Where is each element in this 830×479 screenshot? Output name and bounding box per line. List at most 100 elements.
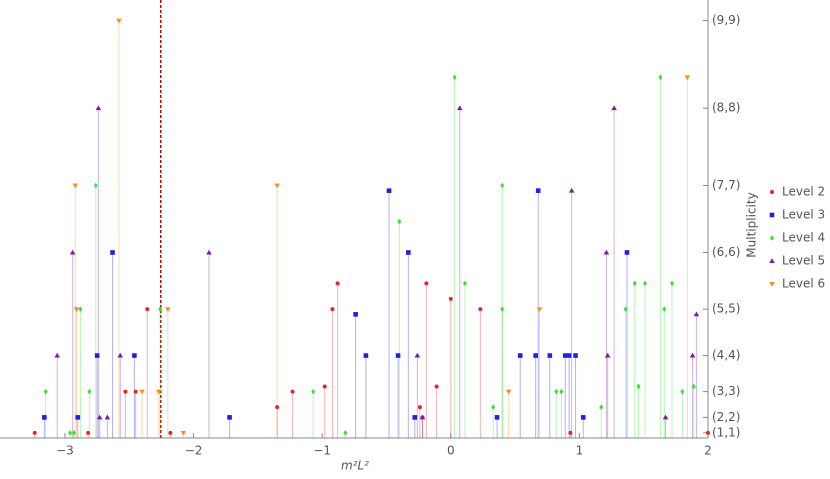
marker [500,182,505,189]
legend-marker [769,258,775,263]
marker [386,188,392,193]
marker [662,414,669,420]
marker [139,389,145,395]
marker [71,430,76,436]
marker [397,218,402,225]
marker [611,105,617,111]
marker [311,388,316,395]
marker [500,306,505,312]
marker [274,183,280,189]
marker [78,306,83,312]
marker [343,430,348,436]
legend-marker [770,190,774,194]
x-axis-label: m²L² [341,459,369,473]
legend-marker [769,212,775,218]
marker [684,75,691,81]
marker [42,415,47,420]
y-tick-label: (3,3) [712,384,740,398]
marker [706,430,710,435]
y-tick-label: (5,5) [712,302,740,316]
marker [158,306,163,312]
marker [494,415,500,420]
marker [559,388,564,395]
marker [412,415,418,420]
marker [456,105,463,111]
marker [693,311,700,317]
legend-marker [769,282,775,287]
marker [54,352,61,358]
marker [86,430,91,435]
legend-label: Level 4 [782,231,825,245]
marker [335,281,340,286]
marker [165,307,171,312]
marker [623,306,628,312]
marker [133,389,138,394]
marker [104,414,111,420]
marker [691,383,696,390]
y-axis-label: Multiplicity [745,192,759,257]
legend-marker [770,235,774,241]
y-tick-label: (1,1) [712,425,740,439]
marker [491,404,496,410]
marker [322,384,327,389]
legend-label: Level 2 [782,185,825,199]
marker [72,183,79,189]
marker [636,383,641,390]
marker [123,389,128,394]
marker [330,307,335,312]
marker [662,306,667,312]
marker [434,384,439,389]
marker [517,353,523,358]
marker [424,281,429,286]
marker [689,352,696,358]
marker [43,388,48,395]
marker [580,415,586,420]
x-tick-label: −3 [56,444,74,458]
marker [156,389,162,395]
marker [566,353,572,358]
y-tick-label: (9,9) [712,13,740,27]
x-tick-label: −2 [185,444,203,458]
marker [680,388,685,395]
marker [110,250,115,255]
marker [535,188,541,193]
marker [643,280,647,287]
marker [132,353,137,358]
marker [180,430,187,436]
marker [533,353,538,358]
legend-label: Level 3 [782,208,825,222]
marker [69,249,76,255]
y-tick-label: (6,6) [712,245,740,259]
x-tick-label: −1 [313,444,331,458]
marker [603,249,610,255]
marker [363,353,369,358]
marker [290,389,295,394]
marker [94,353,100,358]
marker [562,353,568,358]
marker [547,353,553,358]
marker [419,414,426,420]
marker [95,105,102,111]
marker [96,414,103,420]
marker [93,182,98,189]
y-tick-label: (7,7) [712,178,740,192]
marker [68,430,73,436]
legend-label: Level 5 [782,254,825,268]
marker [227,415,232,420]
marker [624,250,630,255]
marker [462,280,467,287]
marker [599,404,604,410]
marker [604,352,611,358]
marker [505,389,512,395]
marker [670,280,674,287]
marker [168,430,173,435]
marker [448,296,453,301]
marker [275,405,280,410]
y-tick-label: (2,2) [712,410,740,424]
marker [452,74,457,81]
marker [87,388,92,395]
x-tick-label: 2 [704,444,712,458]
marker [145,307,150,312]
marker [573,353,578,358]
x-tick-label: 1 [576,444,584,458]
